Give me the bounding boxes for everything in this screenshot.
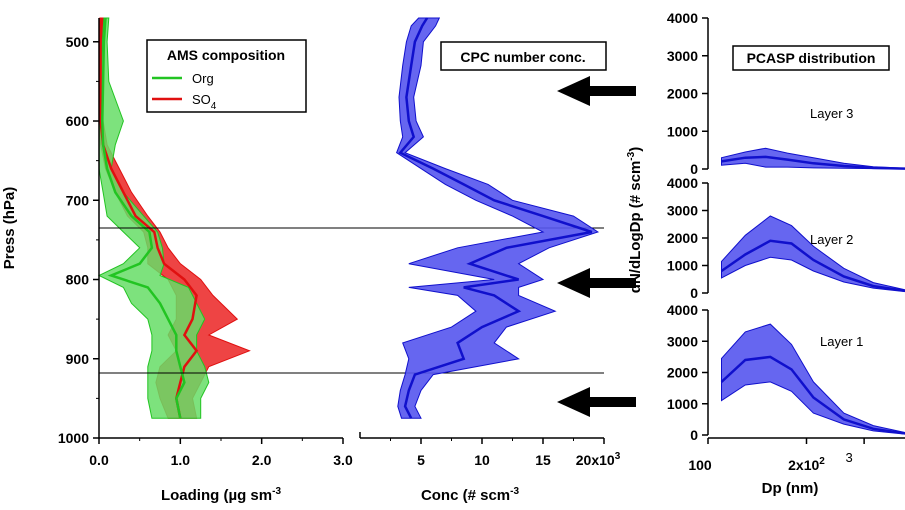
ams-x-tick-label: 1.0 bbox=[171, 452, 191, 468]
pcasp-y-tick-label: 3000 bbox=[667, 333, 698, 349]
cpc-x-tick-label: 10 bbox=[474, 452, 490, 468]
pcasp-line-1 bbox=[720, 355, 905, 435]
pcasp-y-tick-label: 0 bbox=[690, 427, 698, 443]
pcasp-x-tick-label: 2x102 bbox=[788, 456, 825, 473]
arrow-layer-2 bbox=[557, 268, 636, 298]
ams-x-tick-label: 3.0 bbox=[333, 452, 353, 468]
pcasp-x-tick-label: 3 bbox=[846, 450, 853, 465]
pcasp-y-tick-label: 0 bbox=[690, 161, 698, 177]
cpc-x-axis-label: Conc (# scm-3 bbox=[421, 486, 520, 504]
cpc-panel: 5 10 15 20x103 Conc (# scm-3 CPC number conc. bbox=[359, 17, 621, 504]
cpc-line bbox=[398, 17, 593, 419]
pcasp-y-tick-label: 1000 bbox=[667, 123, 698, 139]
pcasp-layer-label: Layer 2 bbox=[810, 232, 853, 247]
ams-legend-label: Org bbox=[192, 71, 214, 86]
pcasp-y-tick-label: 2000 bbox=[667, 86, 698, 102]
pcasp-y-tick-label: 3000 bbox=[667, 203, 698, 219]
pcasp-line-3 bbox=[721, 155, 905, 170]
ams-x-tick-label: 2.0 bbox=[252, 452, 272, 468]
ams-y-tick-label: 700 bbox=[66, 192, 90, 208]
pcasp-x-axis-label: Dp (nm) bbox=[762, 480, 819, 497]
ams-y-tick-label: 1000 bbox=[58, 430, 89, 446]
ams-y-tick-label: 900 bbox=[66, 351, 90, 367]
pcasp-y-tick-label: 2000 bbox=[667, 365, 698, 381]
cpc-x-tick-label: 20x103 bbox=[576, 451, 621, 468]
pcasp-title-box bbox=[732, 45, 890, 71]
pcasp-y-tick-label: 4000 bbox=[667, 10, 698, 26]
org-line bbox=[101, 17, 186, 419]
ams-y-axis-label: Press (hPa) bbox=[1, 187, 18, 270]
pcasp-title: PCASP distribution bbox=[747, 50, 876, 66]
arrow-layer-1 bbox=[557, 387, 636, 417]
pcasp-line-2 bbox=[720, 239, 905, 293]
pcasp-y-tick-label: 1000 bbox=[667, 258, 698, 274]
cpc-title: CPC number conc. bbox=[460, 49, 585, 65]
so4-line bbox=[99, 17, 199, 419]
cpc-band bbox=[395, 17, 600, 419]
pcasp-y-tick-label: 1000 bbox=[667, 396, 698, 412]
pcasp-band-1 bbox=[721, 323, 905, 435]
pcasp-y-tick-label: 4000 bbox=[667, 175, 698, 191]
pcasp-y-tick-label: 2000 bbox=[667, 230, 698, 246]
pcasp-x-tick-label: 100 bbox=[688, 457, 712, 473]
cpc-title-box bbox=[440, 41, 607, 71]
org-band bbox=[97, 17, 210, 419]
ams-x-tick-label: 0.0 bbox=[89, 452, 109, 468]
ams-x-axis-label: Loading (µg sm-3 bbox=[161, 486, 281, 504]
cpc-x-tick-label: 15 bbox=[535, 452, 551, 468]
ams-legend-title: AMS composition bbox=[167, 47, 285, 63]
ams-y-tick-label: 600 bbox=[66, 113, 90, 129]
pcasp-y-axis-label: dN/dLogDp (# scm-3) bbox=[626, 147, 644, 293]
pcasp-band-2 bbox=[721, 215, 905, 293]
pcasp-y-tick-label: 0 bbox=[690, 285, 698, 301]
cpc-x-tick-label: 5 bbox=[417, 452, 425, 468]
ams-y-tick-label: 500 bbox=[66, 34, 90, 50]
pcasp-layer-label: Layer 3 bbox=[810, 106, 853, 121]
pcasp-band-3 bbox=[721, 147, 905, 170]
pcasp-layer-label: Layer 1 bbox=[820, 334, 863, 349]
layer-arrows bbox=[557, 76, 636, 417]
pcasp-y-tick-label: 4000 bbox=[667, 302, 698, 318]
pcasp-y-tick-label: 3000 bbox=[667, 48, 698, 64]
arrow-layer-3 bbox=[557, 76, 636, 106]
ams-y-tick-label: 800 bbox=[66, 272, 90, 288]
